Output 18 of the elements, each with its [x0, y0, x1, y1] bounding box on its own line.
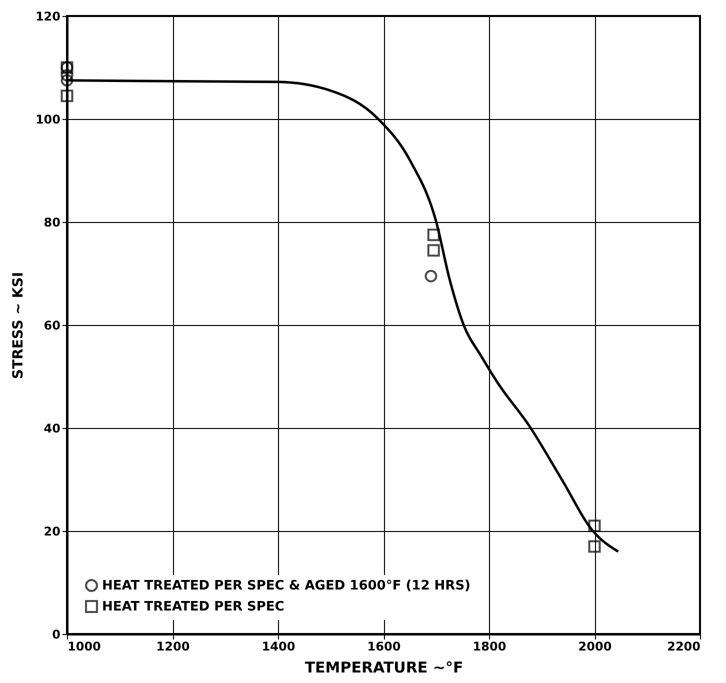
y-axis-title: STRESS ~ KSI	[10, 272, 26, 380]
x-tick-label: 2200	[667, 640, 700, 654]
y-tick-label: 0	[52, 628, 60, 642]
y-tick-label: 60	[44, 318, 60, 332]
y-tick-label: 120	[35, 10, 60, 24]
x-axis-title: TEMPERATURE ~°F	[304, 658, 464, 676]
y-tick-label: 40	[44, 422, 60, 436]
x-tick-label: 1800	[472, 640, 506, 654]
legend-label: HEAT TREATED PER SPEC	[102, 600, 284, 614]
legend-label: HEAT TREATED PER SPEC & AGED 1600°F (12 HRS)	[102, 578, 470, 594]
y-tick-label: 80	[44, 216, 60, 230]
x-tick-label: 1400	[262, 640, 296, 654]
x-tick-label: 1600	[367, 640, 401, 654]
y-tick-label: 20	[44, 524, 60, 538]
x-tick-label: 1000	[68, 640, 101, 654]
x-tick-label: 2000	[578, 640, 612, 654]
y-tick-label: 100	[35, 112, 60, 126]
x-tick-label: 1200	[156, 640, 190, 654]
